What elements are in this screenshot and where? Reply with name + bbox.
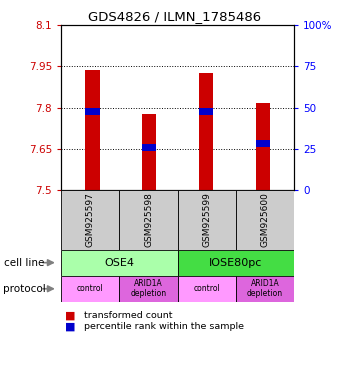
Text: GSM925600: GSM925600 [260,192,270,247]
Bar [61,250,177,276]
Bar [142,144,156,151]
Text: GSM925598: GSM925598 [144,192,153,247]
Text: percentile rank within the sample: percentile rank within the sample [84,322,244,331]
Text: control: control [77,284,104,293]
Text: GDS4826 / ILMN_1785486: GDS4826 / ILMN_1785486 [89,10,261,23]
Bar [199,73,213,190]
Bar [256,103,270,190]
Bar [177,276,236,302]
Text: ■: ■ [65,310,75,320]
Bar [61,190,119,250]
Text: control: control [193,284,220,293]
Bar [85,108,99,115]
Bar [119,276,177,302]
Bar [236,190,294,250]
Text: transformed count: transformed count [84,311,173,320]
Bar [199,108,213,115]
Text: protocol: protocol [4,284,46,294]
Text: OSE4: OSE4 [104,258,134,268]
Text: ARID1A
depletion: ARID1A depletion [131,279,167,298]
Bar [177,250,294,276]
Text: ■: ■ [65,322,75,332]
Bar [177,190,236,250]
Text: ARID1A
depletion: ARID1A depletion [247,279,283,298]
Text: GSM925597: GSM925597 [86,192,95,247]
Bar [142,114,156,190]
Bar [119,190,177,250]
Bar [236,276,294,302]
Text: GSM925599: GSM925599 [202,192,211,247]
Text: IOSE80pc: IOSE80pc [209,258,262,268]
Bar [61,276,119,302]
Bar [85,70,99,190]
Bar [256,140,270,147]
Text: cell line: cell line [4,258,44,268]
